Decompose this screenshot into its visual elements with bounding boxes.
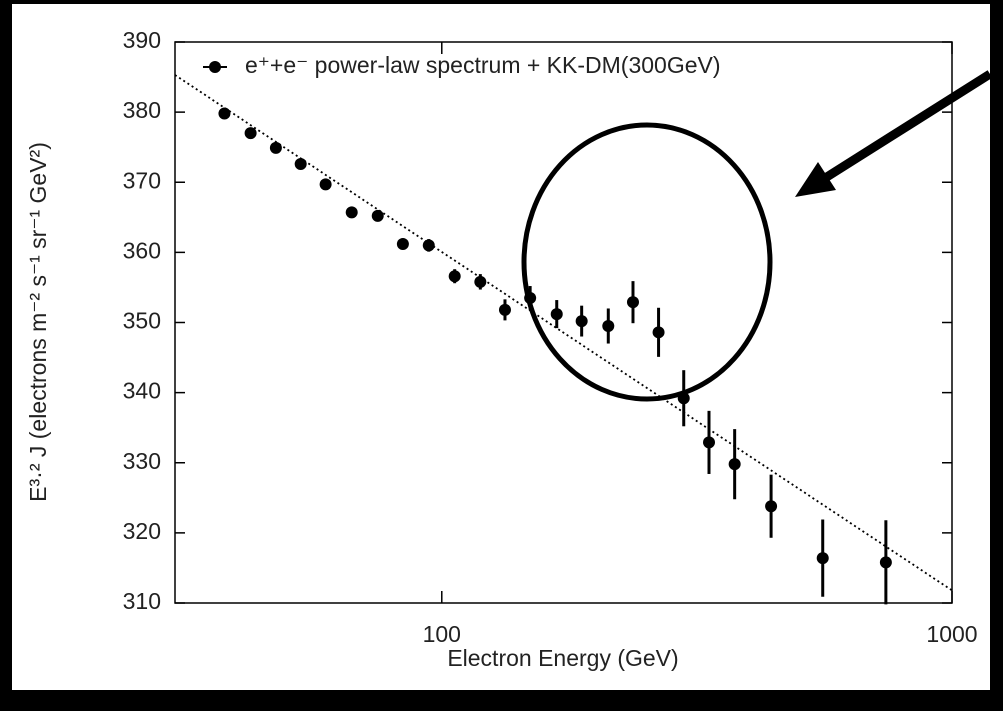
data-point	[319, 178, 332, 191]
y-tick-label: 360	[123, 237, 161, 263]
data-point	[626, 296, 639, 309]
x-tick-label: 100	[423, 621, 461, 647]
data-point	[550, 308, 563, 321]
data-point	[652, 326, 665, 339]
data-point	[677, 392, 690, 405]
y-tick-label: 380	[123, 97, 161, 123]
data-point	[244, 127, 257, 140]
y-axis-label: E³·² J (electrons m⁻² s⁻¹ sr⁻¹ GeV²)	[25, 142, 51, 502]
arrow-shaft	[819, 70, 993, 184]
data-point	[602, 320, 615, 333]
data-point	[422, 239, 435, 252]
y-tick-label: 390	[123, 27, 161, 53]
data-point	[816, 552, 829, 565]
data-point	[498, 303, 511, 316]
data-point	[879, 556, 892, 569]
data-point	[294, 158, 307, 171]
legend-marker	[209, 61, 221, 73]
y-tick-label: 320	[123, 518, 161, 544]
data-point	[474, 275, 487, 288]
data-point	[765, 500, 778, 513]
data-point	[269, 141, 282, 154]
y-tick-label: 330	[123, 448, 161, 474]
arrow-head	[795, 162, 836, 197]
data-point	[575, 315, 588, 328]
data-point	[703, 436, 716, 449]
data-point	[728, 458, 741, 471]
y-tick-label: 310	[123, 588, 161, 614]
data-point	[524, 291, 537, 304]
data-point	[371, 209, 384, 222]
data-point	[218, 107, 231, 120]
legend-label: e⁺+e⁻ power-law spectrum + KK-DM(300GeV)	[245, 52, 721, 78]
y-tick-label: 340	[123, 378, 161, 404]
highlight-ellipse	[521, 122, 773, 402]
y-tick-label: 370	[123, 167, 161, 193]
x-axis-label: Electron Energy (GeV)	[447, 645, 678, 671]
data-point	[345, 206, 358, 219]
data-point	[396, 237, 409, 250]
x-tick-label: 1000	[926, 621, 977, 647]
y-tick-label: 350	[123, 308, 161, 334]
data-point	[448, 270, 461, 283]
